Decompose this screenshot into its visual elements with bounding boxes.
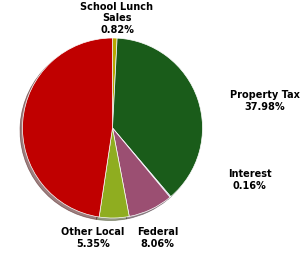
Wedge shape: [112, 128, 171, 197]
Wedge shape: [112, 38, 202, 197]
Text: School Lunch
Sales
0.82%: School Lunch Sales 0.82%: [80, 2, 154, 35]
Wedge shape: [112, 38, 117, 128]
Text: Federal
8.06%: Federal 8.06%: [137, 227, 178, 249]
Wedge shape: [22, 38, 112, 217]
Wedge shape: [99, 128, 129, 218]
Text: Interest
0.16%: Interest 0.16%: [228, 169, 271, 191]
Text: Property Tax
37.98%: Property Tax 37.98%: [230, 90, 299, 112]
Text: Other Local
5.35%: Other Local 5.35%: [61, 227, 124, 249]
Wedge shape: [112, 128, 170, 216]
